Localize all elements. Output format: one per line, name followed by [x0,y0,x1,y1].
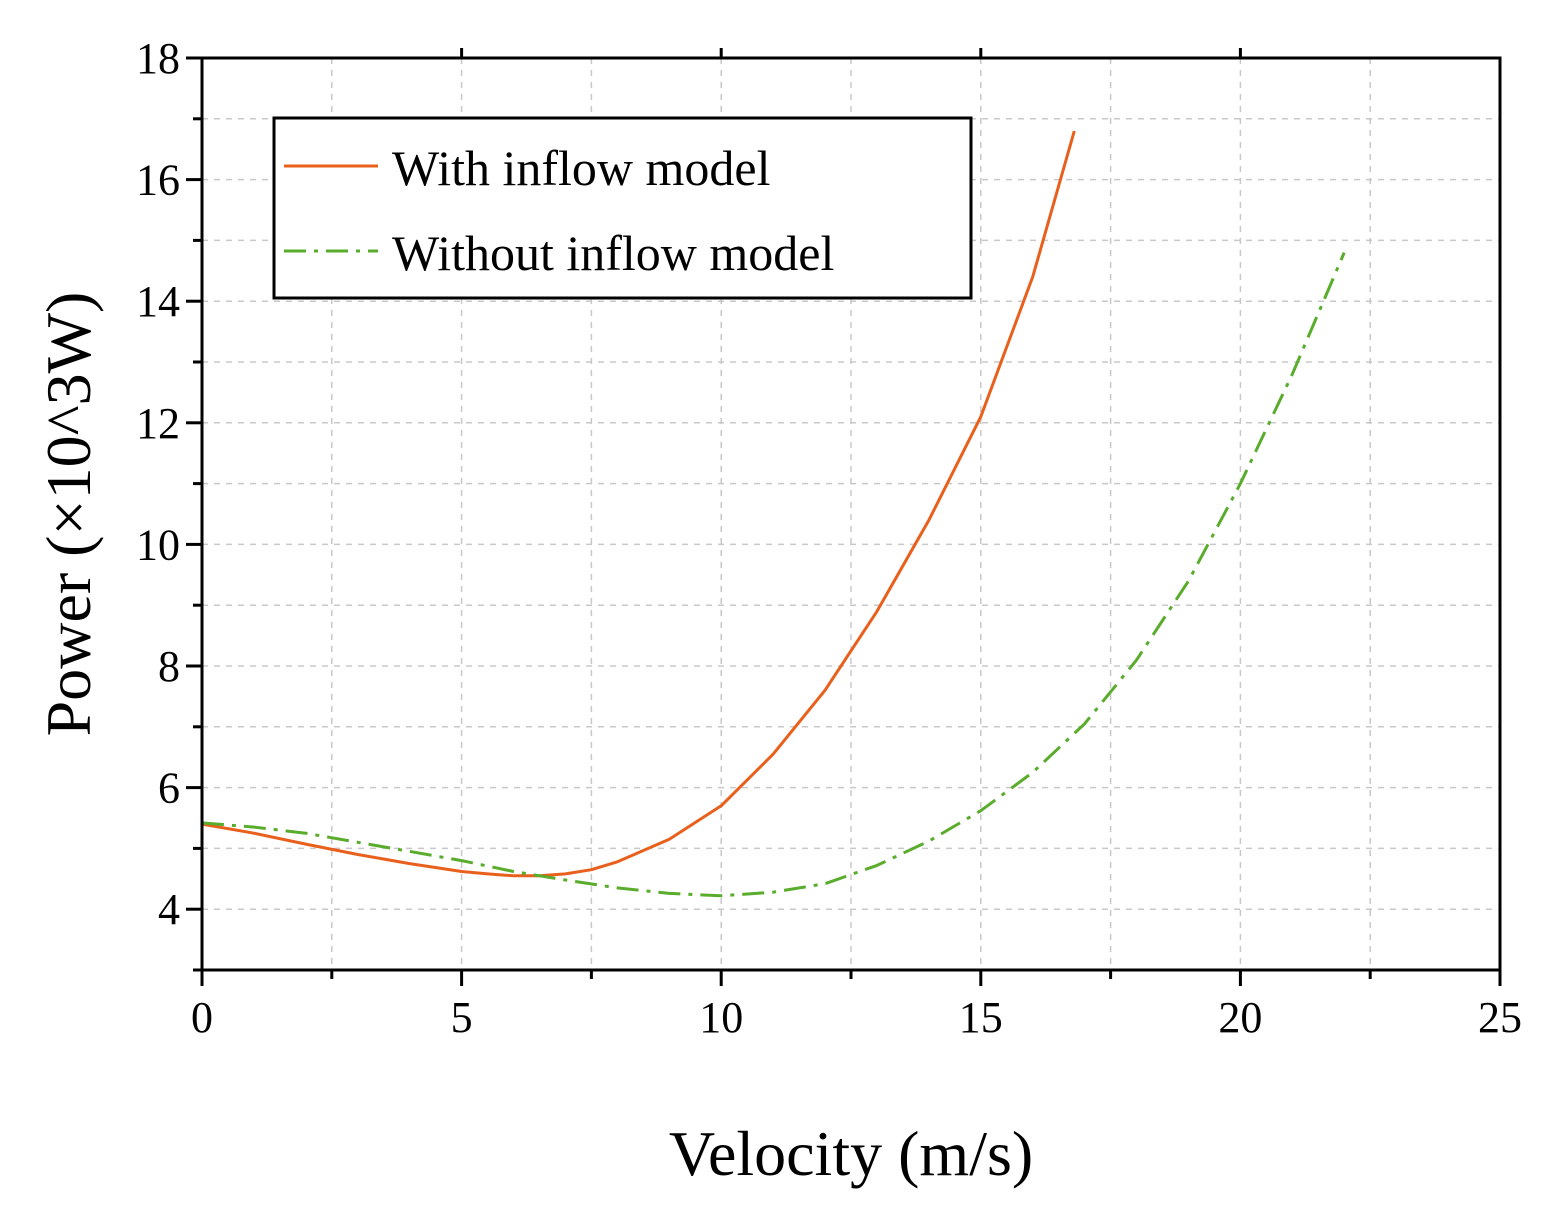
x-axis-title: Velocity (m/s) [669,1118,1033,1189]
y-tick-label: 6 [158,764,180,813]
x-tick-label: 0 [191,993,213,1042]
legend: With inflow model Without inflow model [272,116,973,300]
legend-label-with-inflow: With inflow model [392,140,771,196]
y-tick-label: 8 [158,642,180,691]
legend-label-without-inflow: Without inflow model [392,225,834,281]
series-line-with-inflow [201,130,1076,878]
y-tick-label: 12 [136,399,180,448]
x-tick-label: 20 [1218,993,1262,1042]
y-tick-label: 10 [136,520,180,569]
y-tick-label: 4 [158,885,180,934]
x-tick-label: 15 [959,993,1003,1042]
x-tick-label: 25 [1478,993,1522,1042]
tick-labels: 0 5 10 15 20 25 4 6 8 10 12 14 16 18 [136,34,1522,1042]
y-tick-label: 14 [136,277,180,326]
x-tick-label: 10 [699,993,743,1042]
x-tick-label: 5 [451,993,473,1042]
series-lines [201,130,1346,898]
series-line-without-inflow [201,252,1346,898]
y-tick-label: 16 [136,156,180,205]
legend-box [272,116,973,300]
axis-ticks [186,48,1502,986]
y-tick-label: 18 [136,34,180,83]
y-axis-title: Power (×10^3W) [33,292,104,737]
